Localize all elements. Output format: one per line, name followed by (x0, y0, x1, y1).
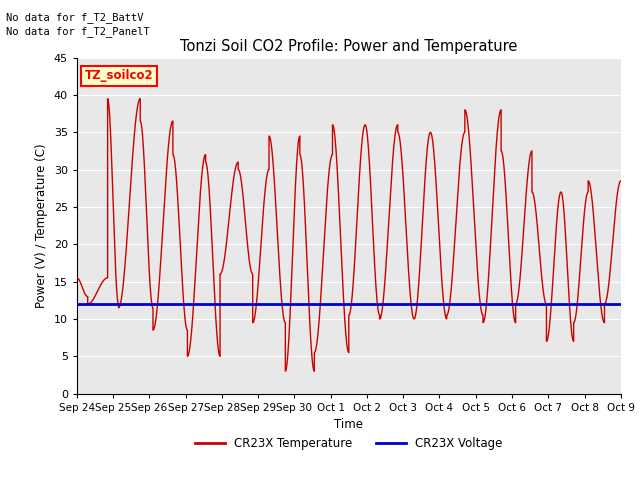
Y-axis label: Power (V) / Temperature (C): Power (V) / Temperature (C) (35, 144, 48, 308)
Text: No data for f_T2_BattV: No data for f_T2_BattV (6, 12, 144, 23)
X-axis label: Time: Time (334, 418, 364, 431)
Text: No data for f_T2_PanelT: No data for f_T2_PanelT (6, 26, 150, 37)
Title: Tonzi Soil CO2 Profile: Power and Temperature: Tonzi Soil CO2 Profile: Power and Temper… (180, 39, 518, 54)
Text: TZ_soilco2: TZ_soilco2 (85, 70, 154, 83)
Legend: CR23X Temperature, CR23X Voltage: CR23X Temperature, CR23X Voltage (191, 432, 507, 455)
